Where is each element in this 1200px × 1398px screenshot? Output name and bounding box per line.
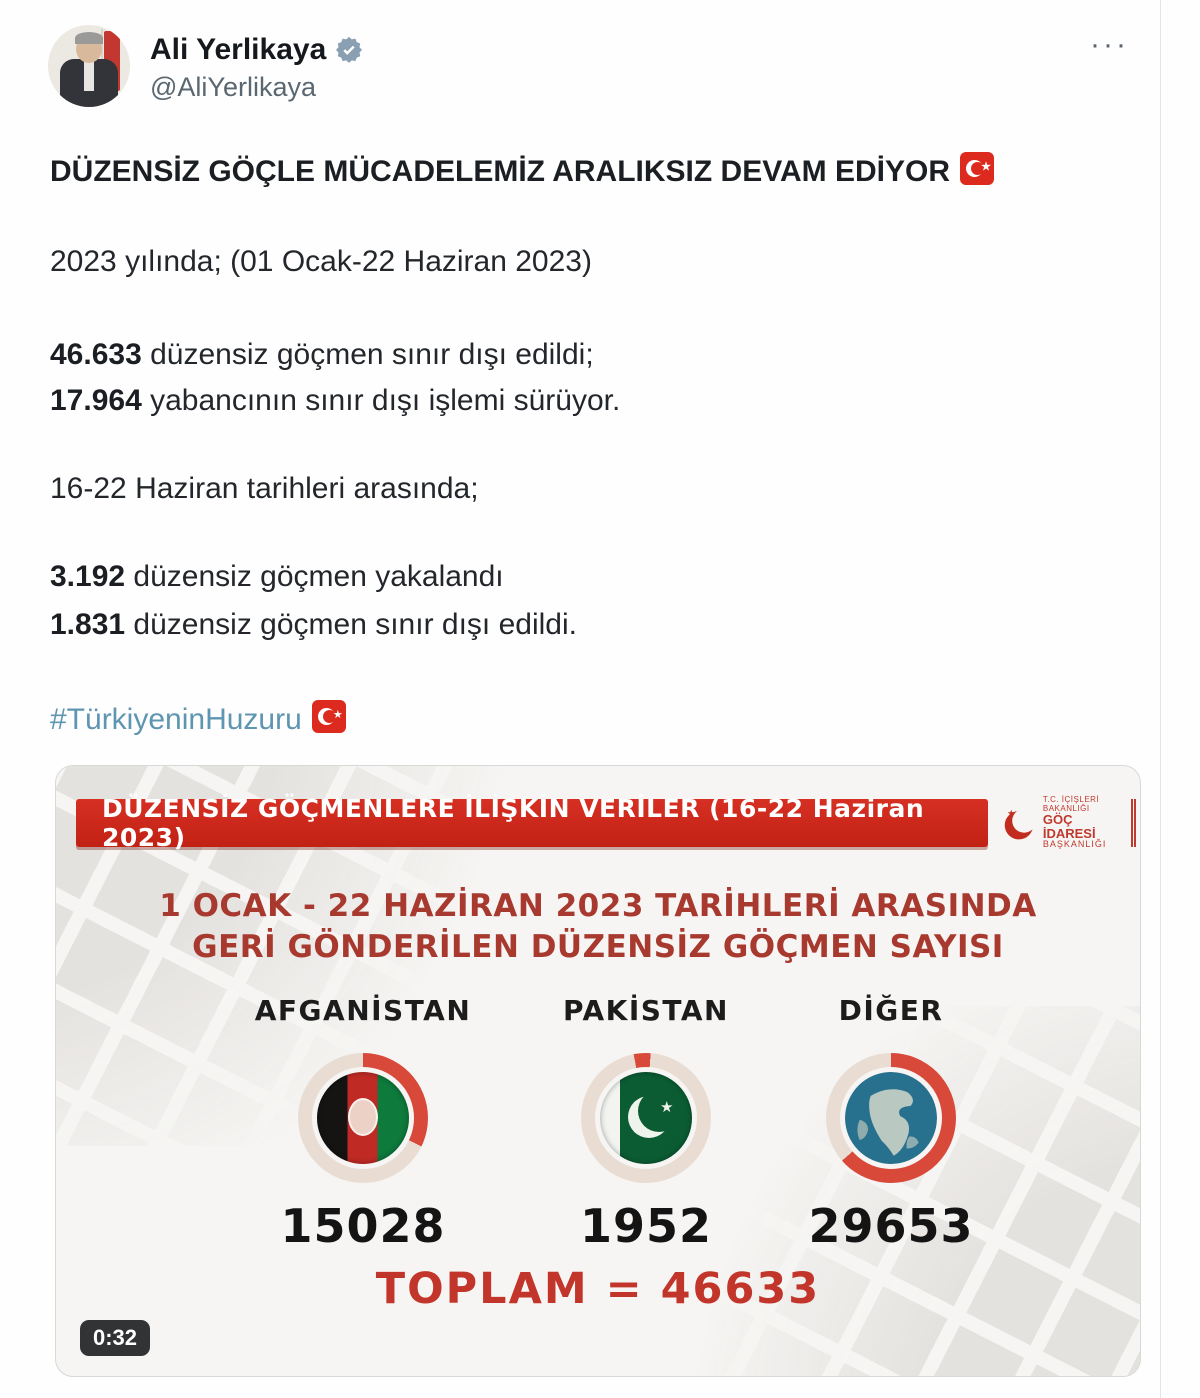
author-name[interactable]: Ali Yerlikaya bbox=[150, 33, 327, 66]
column-value: 29653 bbox=[808, 1199, 974, 1253]
logo-line-2: GÖÇ İDARESİ bbox=[1042, 812, 1096, 841]
column-value: 1952 bbox=[579, 1199, 713, 1253]
stat-4-value: 1.831 bbox=[50, 608, 126, 641]
pakistan-flag-icon: ★ bbox=[600, 1072, 692, 1164]
video-card[interactable]: DÜZENSİZ GÖÇMENLERE İLİŞKİN VERİLER (16-… bbox=[55, 765, 1141, 1377]
stat-3-text: düzensiz göçmen yakalandı bbox=[125, 560, 504, 593]
card-banner-title: DÜZENSİZ GÖÇMENLERE İLİŞKİN VERİLER (16-… bbox=[102, 794, 925, 852]
stat-column-afganistan: AFGANİSTAN 15028 bbox=[228, 994, 498, 1253]
column-value: 15028 bbox=[280, 1199, 446, 1253]
logo-stripe-bar bbox=[1131, 799, 1136, 847]
logo-line-1: T.C. İÇİŞLERİ BAKANLIĞI bbox=[1042, 795, 1100, 813]
stat-4-text: düzensiz göçmen sınır dışı edildi. bbox=[125, 608, 577, 641]
stat-column-pakistan: PAKİSTAN ★ 1952 bbox=[511, 994, 781, 1253]
crescent-star-icon: ★ bbox=[1004, 808, 1037, 840]
avatar-shirt bbox=[84, 61, 94, 91]
author-handle[interactable]: @AliYerlikaya bbox=[150, 72, 316, 102]
tweet-stat-4: 1.831 düzensiz göçmen sınır dışı edildi. bbox=[50, 608, 1130, 642]
turkish-flag-icon: ★ bbox=[311, 700, 346, 733]
card-title-line-2: GERİ GÖNDERİLEN DÜZENSİZ GÖÇMEN SAYISI bbox=[192, 929, 1004, 965]
video-duration-badge: 0:32 bbox=[80, 1320, 151, 1356]
stat-1-value: 46.633 bbox=[50, 338, 142, 371]
stat-3-value: 3.192 bbox=[50, 560, 126, 593]
tweet-stat-2: 17.964 yabancının sınır dışı işlemi sürü… bbox=[50, 384, 1130, 418]
stat-2-text: yabancının sınır dışı işlemi sürüyor. bbox=[141, 384, 621, 417]
tweet-period-line: 2023 yılında; (01 Ocak-22 Haziran 2023) bbox=[50, 245, 592, 278]
stat-column-diger: DİĞER 29653 bbox=[756, 994, 1026, 1253]
globe-icon bbox=[845, 1072, 937, 1164]
column-label: AFGANİSTAN bbox=[254, 994, 472, 1027]
tweet-headline-text: DÜZENSİZ GÖÇLE MÜCADELEMİZ ARALIKSIZ DEV… bbox=[50, 155, 950, 188]
total-label: TOPLAM = 46633 bbox=[375, 1264, 821, 1314]
verified-badge-icon bbox=[334, 35, 364, 65]
logo-line-3: BAŞKANLIĞI bbox=[1042, 839, 1107, 850]
donut-ring-diger bbox=[826, 1053, 956, 1183]
afghanistan-flag-icon bbox=[317, 1072, 409, 1164]
hashtag-link[interactable]: #TürkiyeninHuzuru bbox=[50, 703, 302, 736]
column-label: DİĞER bbox=[838, 994, 944, 1027]
tweet-range-line: 16-22 Haziran tarihleri arasında; bbox=[50, 472, 479, 505]
tweet-headline: DÜZENSİZ GÖÇLE MÜCADELEMİZ ARALIKSIZ DEV… bbox=[50, 152, 1130, 189]
tweet-stat-1: 46.633 düzensiz göçmen sınır dışı edildi… bbox=[50, 338, 1130, 372]
author-block[interactable]: Ali Yerlikaya bbox=[150, 33, 364, 67]
donut-ring-afganistan bbox=[298, 1053, 428, 1183]
migration-authority-logo: ★ T.C. İÇİŞLERİ BAKANLIĞI GÖÇ İDARESİ BA… bbox=[1001, 790, 1136, 856]
turkish-flag-icon: ★ bbox=[960, 152, 994, 185]
avatar[interactable] bbox=[48, 25, 130, 107]
donut-ring-pakistan: ★ bbox=[581, 1053, 711, 1183]
avatar-hair bbox=[75, 32, 103, 44]
card-banner: DÜZENSİZ GÖÇMENLERE İLİŞKİN VERİLER (16-… bbox=[76, 794, 988, 852]
more-options-icon[interactable]: ··· bbox=[1090, 28, 1129, 61]
stat-2-value: 17.964 bbox=[50, 384, 142, 417]
stat-1-text: düzensiz göçmen sınır dışı edildi; bbox=[141, 338, 594, 371]
svg-text:★: ★ bbox=[1007, 808, 1016, 819]
column-label: PAKİSTAN bbox=[563, 994, 729, 1027]
tweet-hashtag[interactable]: #TürkiyeninHuzuru ★ bbox=[50, 700, 1130, 737]
screenshot-edge-line bbox=[1160, 0, 1161, 1398]
card-title-line-1: 1 OCAK - 22 HAZİRAN 2023 TARİHLERİ ARASI… bbox=[159, 888, 1037, 924]
tweet-stat-3: 3.192 düzensiz göçmen yakalandı bbox=[50, 560, 1130, 594]
